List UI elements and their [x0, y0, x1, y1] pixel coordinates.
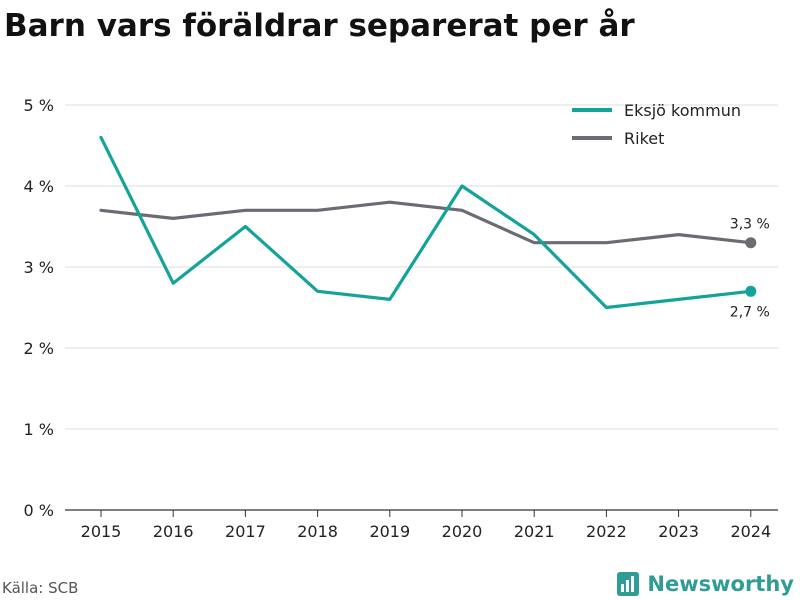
end-value-label: 2,7 % [730, 304, 770, 320]
end-value-label: 3,3 % [730, 217, 770, 233]
x-tick-label: 2017 [225, 522, 266, 541]
x-tick-label: 2016 [153, 522, 194, 541]
x-tick-label: 2020 [442, 522, 483, 541]
x-tick-label: 2023 [658, 522, 699, 541]
series-line-riket [99, 200, 753, 245]
axis-layer: 0 % 1 % 2 % 3 % 4 % 5 % 2015 2016 2017 2018 2019 20… [24, 96, 778, 541]
chart-title: Barn vars föräldrar separerat per år [4, 8, 635, 44]
end-point-riket [745, 237, 757, 249]
y-tick-label: 1 % [24, 420, 54, 439]
brand-name: Newsworthy [647, 572, 794, 596]
y-tick-label: 3 % [24, 258, 54, 277]
y-tick-label: 0 % [24, 501, 54, 520]
x-tick-label: 2021 [514, 522, 555, 541]
x-tick-label: 2022 [586, 522, 627, 541]
end-point-eksjo [745, 285, 757, 297]
grid-layer [65, 104, 778, 430]
legend-label: Eksjö kommun [624, 101, 741, 120]
series-layer [99, 135, 757, 310]
legend: Eksjö kommun Riket [572, 101, 741, 148]
x-tick-label: 2015 [81, 522, 122, 541]
x-tick-label: 2024 [730, 522, 771, 541]
newsworthy-logo-icon [617, 572, 640, 596]
y-tick-label: 4 % [24, 177, 54, 196]
legend-label: Riket [624, 129, 664, 148]
label-layer: 3,3 % 2,7 % [730, 217, 770, 321]
x-tick-label: 2018 [297, 522, 338, 541]
x-tick-label: 2019 [369, 522, 410, 541]
y-tick-label: 2 % [24, 339, 54, 358]
source-note: Källa: SCB [2, 579, 79, 597]
y-tick-label: 5 % [24, 96, 54, 115]
series-line-eksjo [99, 135, 753, 310]
brand-logo: Newsworthy [617, 569, 794, 599]
